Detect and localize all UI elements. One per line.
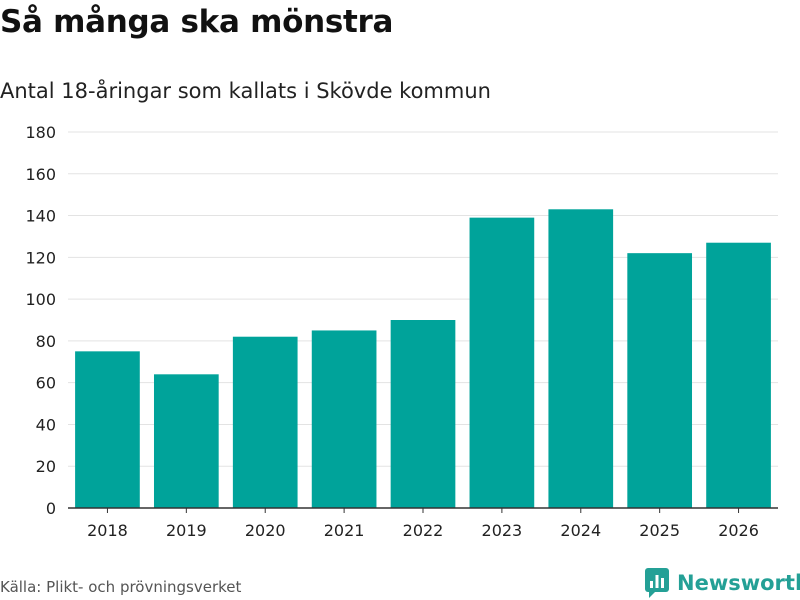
chart-subtitle: Antal 18-åringar som kallats i Skövde ko… (0, 79, 491, 103)
bar-2021 (311, 330, 377, 508)
bar-2024 (548, 209, 614, 509)
bar-2026 (706, 242, 771, 508)
y-tick-label: 160 (25, 165, 56, 184)
y-tick-label: 80 (36, 332, 56, 351)
x-tick-label: 2020 (245, 521, 286, 540)
bar-2023 (469, 217, 535, 508)
x-tick-label: 2025 (639, 521, 680, 540)
bar-2020 (232, 336, 298, 508)
y-tick-label: 40 (36, 415, 56, 434)
y-tick-label: 60 (36, 374, 56, 393)
y-tick-label: 120 (25, 248, 56, 267)
bar-2018 (75, 351, 140, 508)
bar-2025 (627, 253, 693, 508)
x-tick-label: 2022 (403, 521, 444, 540)
bar-chart-logo-icon (645, 568, 669, 598)
y-tick-label: 100 (25, 290, 56, 309)
brand-logo: Newsworthy (645, 568, 800, 598)
bar-2019 (153, 374, 219, 508)
y-tick-label: 180 (25, 123, 56, 142)
x-tick-label: 2023 (482, 521, 523, 540)
bar-2022 (390, 320, 456, 508)
y-tick-label: 20 (36, 457, 56, 476)
chart-title: Så många ska mönstra (0, 4, 394, 40)
x-tick-label: 2021 (324, 521, 365, 540)
x-tick-label: 2019 (166, 521, 207, 540)
axes: 0 20 40 60 80 100 120 140 160 180 2018 2019 2020 2021… (25, 123, 778, 540)
x-tick-label: 2026 (718, 521, 759, 540)
bars (75, 209, 771, 509)
x-tick-label: 2024 (560, 521, 601, 540)
y-tick-label: 0 (46, 499, 56, 518)
x-tick-label: 2018 (87, 521, 128, 540)
y-tick-label: 140 (25, 207, 56, 226)
brand-name: Newsworthy (677, 571, 800, 595)
source-note: Källa: Plikt- och prövningsverket (0, 578, 242, 596)
